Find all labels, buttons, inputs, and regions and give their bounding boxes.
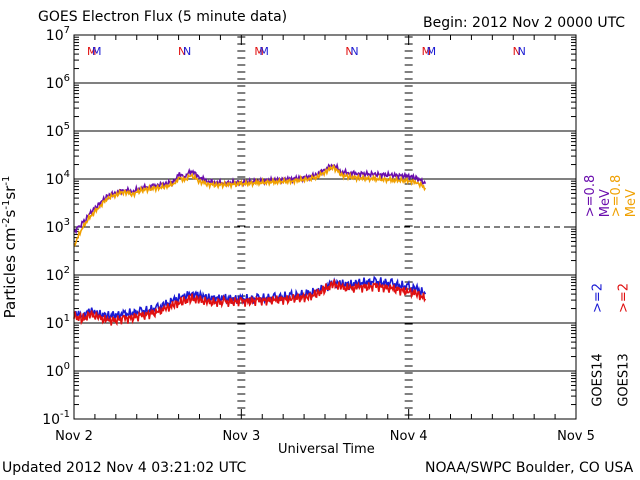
marker-m: M [427, 45, 437, 58]
marker-n: N [178, 45, 186, 58]
gridlines [74, 82, 576, 372]
chart-title: GOES Electron Flux (5 minute data) [38, 9, 288, 25]
marker-n: N [183, 45, 191, 58]
x-tick-label: Nov 2 [55, 429, 93, 444]
y-tick-label: 106 [46, 73, 70, 92]
day-night-markers: MM NN MM NN MM NN [87, 45, 526, 58]
y-tick-label: 101 [46, 313, 70, 332]
series-line [73, 163, 427, 248]
y-tick-label: 102 [46, 265, 70, 284]
legend-goes14-ge2: >=2 [590, 282, 606, 314]
y-tick-labels: 107 106 105 104 103 102 101 100 10-1 [42, 25, 70, 428]
y-tick-label: 107 [46, 25, 70, 44]
series-line [73, 162, 427, 235]
series-lines [73, 162, 427, 327]
marker-n: N [518, 45, 526, 58]
y-tick-label: 100 [46, 361, 70, 380]
series-line [73, 275, 427, 322]
marker-m: M [92, 45, 102, 58]
x-tick-label: Nov 5 [557, 429, 595, 444]
marker-n: N [350, 45, 358, 58]
updated-timestamp: Updated 2012 Nov 4 03:21:02 UTC [2, 460, 247, 476]
x-tick-label: Nov 3 [222, 429, 260, 444]
source-credit: NOAA/SWPC Boulder, CO USA [425, 460, 634, 476]
y-tick-label: 104 [46, 169, 70, 188]
y-tick-label: 103 [46, 217, 70, 236]
series-line [73, 279, 427, 327]
marker-m: M [254, 45, 264, 58]
begin-date: Begin: 2012 Nov 2 0000 UTC [423, 15, 626, 31]
legend-goes13: GOES13 [616, 353, 632, 407]
x-tick-labels: Nov 2 Nov 3 Nov 4 Nov 5 [55, 429, 595, 444]
x-axis-label: Universal Time [278, 442, 375, 457]
legend-goes14-ge08: >=0.8 MeV [583, 174, 613, 218]
axis-ticks [73, 34, 577, 420]
legend-goes14: GOES14 [590, 353, 606, 407]
legend-goes13-ge2: >=2 [616, 282, 632, 314]
x-tick-label: Nov 4 [390, 429, 428, 444]
y-tick-label: 10-1 [42, 409, 70, 428]
marker-n: N [513, 45, 521, 58]
legend-goes13-ge08: >=0.8 MeV [609, 174, 639, 218]
marker-m: M [259, 45, 269, 58]
marker-m: M [422, 45, 432, 58]
marker-n: N [345, 45, 353, 58]
marker-m: M [87, 45, 97, 58]
plot-frame [73, 34, 577, 420]
y-axis-label: Particles cm-2s-1sr-1 [1, 175, 19, 319]
y-tick-label: 105 [46, 121, 70, 140]
